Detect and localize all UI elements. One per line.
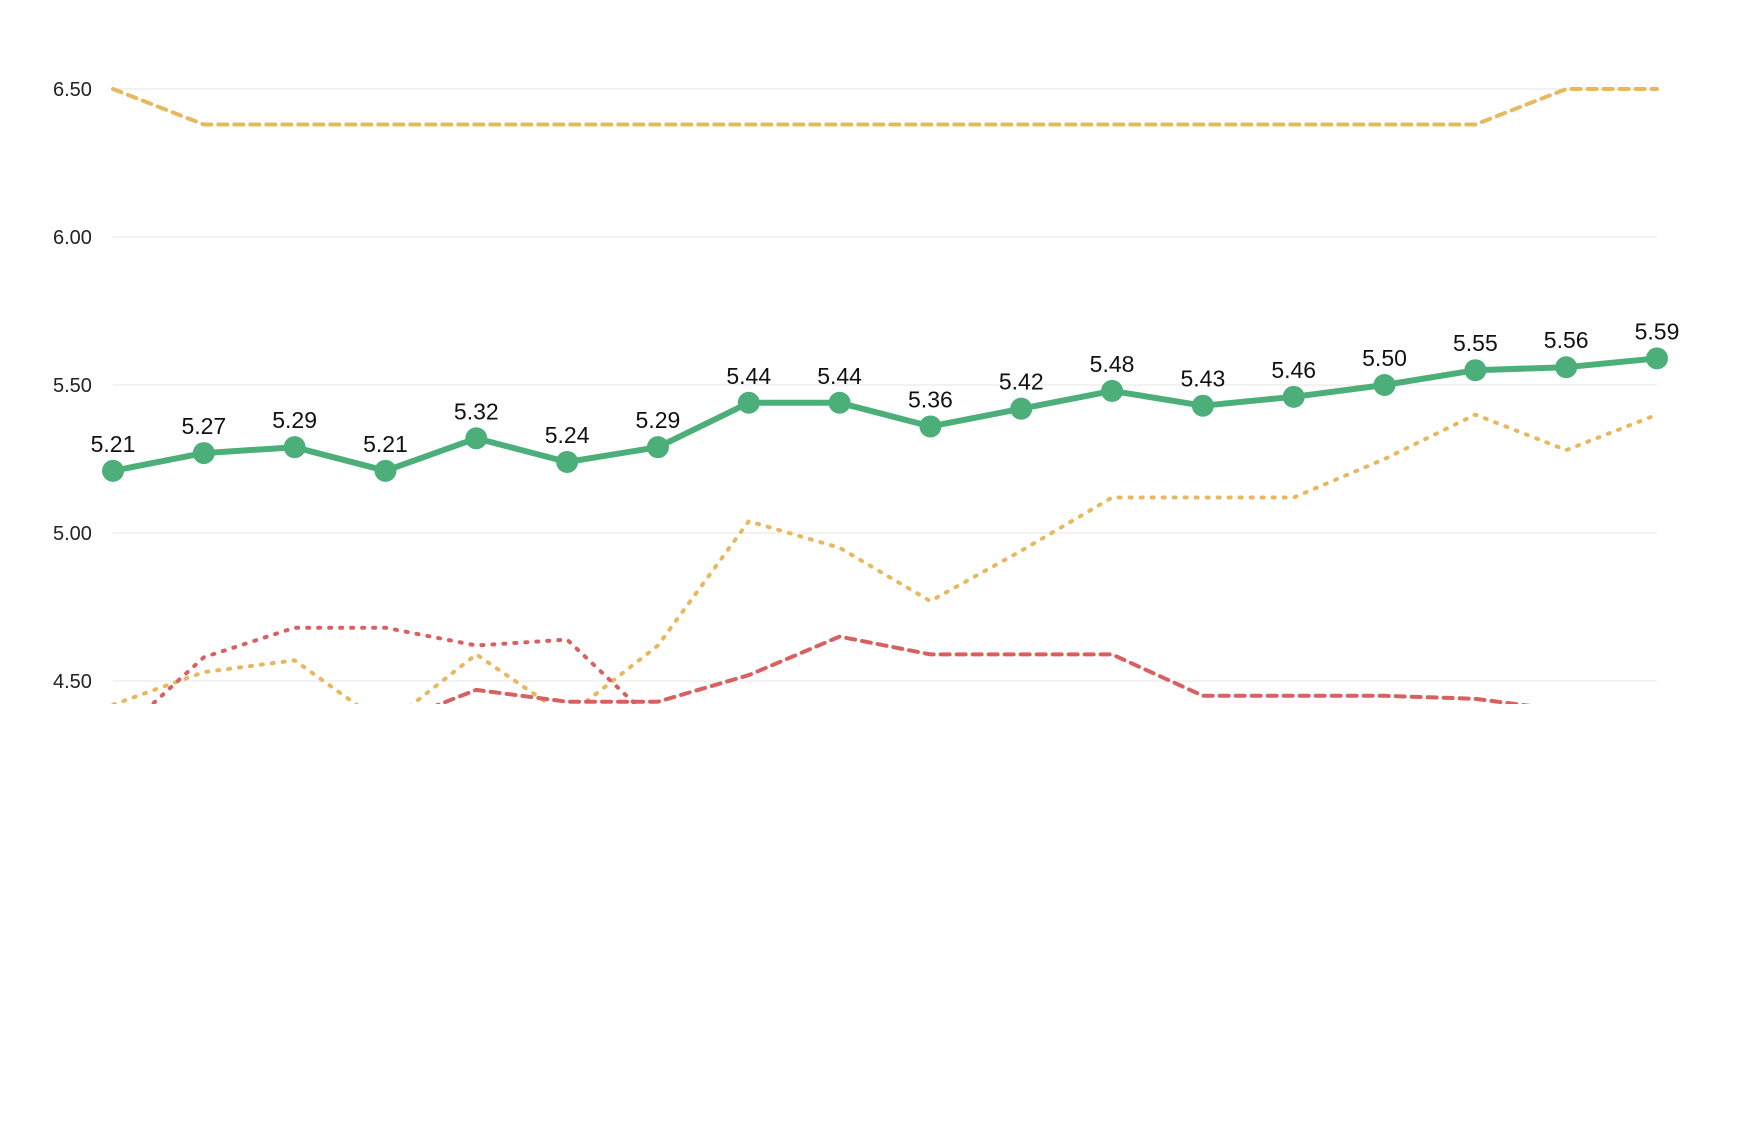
series-line-1 [110, 355, 1660, 474]
y-tick-label: 5.50 [53, 375, 92, 397]
gridlines [113, 88, 1657, 682]
data-labels: 5.21 5.27 5.29 5.21 5.32 5.24 5.29 5.44 5.44 5.36… [91, 318, 1680, 456]
data-label: 5.56 [1544, 327, 1589, 353]
data-point [1010, 397, 1033, 420]
data-point [556, 450, 579, 473]
data-label: 5.21 [91, 431, 136, 457]
data-label: 5.44 [726, 363, 771, 389]
data-label: 5.59 [1635, 318, 1680, 344]
y-tick-label: 6.00 [53, 227, 92, 249]
data-point [192, 442, 215, 465]
data-point [1555, 356, 1578, 379]
y-tick-label: 4.50 [53, 671, 92, 693]
data-point [1373, 374, 1396, 396]
data-label: 5.29 [272, 407, 317, 433]
data-point [919, 415, 942, 438]
data-label: 5.46 [1271, 357, 1316, 383]
data-point [737, 391, 760, 414]
data-label: 5.36 [908, 386, 953, 412]
data-label: 5.43 [1180, 366, 1225, 392]
y-tick-label: 5.00 [53, 523, 92, 545]
data-point [283, 436, 306, 459]
data-point [646, 436, 669, 459]
data-point [374, 459, 397, 482]
data-points [102, 347, 1668, 482]
data-point [102, 459, 124, 482]
data-label: 5.29 [636, 407, 681, 433]
series-line-2 [111, 87, 1659, 127]
data-point [1464, 359, 1487, 382]
data-label: 5.50 [1362, 345, 1407, 371]
data-point [1282, 385, 1305, 408]
y-axis-tick-labels: 4.50 5.00 5.50 6.00 6.50 [53, 79, 92, 693]
data-label: 5.32 [454, 398, 499, 424]
data-point [1646, 347, 1668, 370]
data-point [828, 391, 851, 414]
data-label: 5.24 [545, 422, 590, 448]
data-label: 5.21 [363, 431, 408, 457]
data-point [465, 427, 488, 450]
data-point [1191, 394, 1214, 417]
data-label: 5.44 [817, 363, 862, 389]
data-label: 5.48 [1090, 351, 1135, 377]
series-line-4 [149, 625, 639, 704]
series-lines [110, 87, 1660, 704]
data-label: 5.27 [181, 413, 226, 439]
data-label: 5.42 [999, 369, 1044, 395]
data-point [1101, 379, 1124, 402]
series-line-5 [434, 634, 1531, 704]
y-tick-label: 6.50 [53, 79, 92, 101]
data-label: 5.55 [1453, 330, 1498, 356]
